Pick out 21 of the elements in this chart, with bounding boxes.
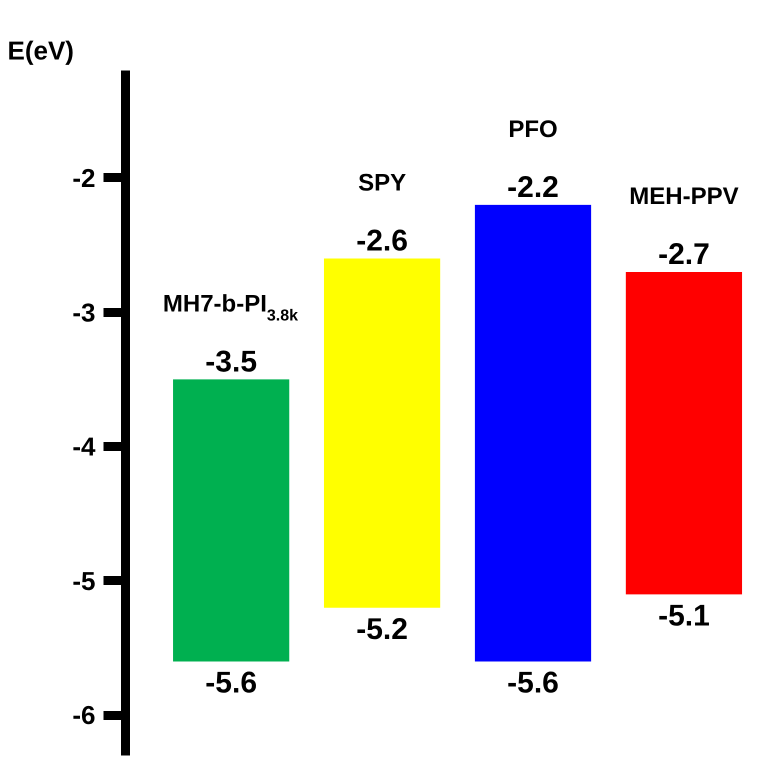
bar (324, 258, 440, 608)
y-tick-label: -3 (72, 297, 96, 328)
bar (474, 204, 592, 662)
annotation: -5.1 (658, 599, 710, 632)
bar (173, 379, 290, 662)
y-tick-label: -2 (72, 162, 96, 193)
annotation: -3.5 (205, 345, 258, 378)
annotation: -5.2 (356, 612, 408, 646)
y-tick-label: -6 (72, 700, 96, 730)
x-tick-label: SPY (358, 170, 406, 197)
y-axis-title: E(eV) (8, 36, 74, 66)
y-tick-label: -4 (72, 432, 96, 462)
annotation: -2.6 (356, 224, 408, 258)
x-tick-label: PFO (508, 116, 558, 143)
x-tick-label: MEH-PPV (629, 182, 739, 210)
annotation: -2.7 (658, 238, 710, 271)
bar (626, 272, 742, 594)
annotation: -5.6 (507, 666, 559, 700)
annotation: -5.6 (205, 666, 258, 700)
y-tick-label: -5 (72, 566, 96, 596)
annotation: -2.2 (507, 170, 559, 204)
